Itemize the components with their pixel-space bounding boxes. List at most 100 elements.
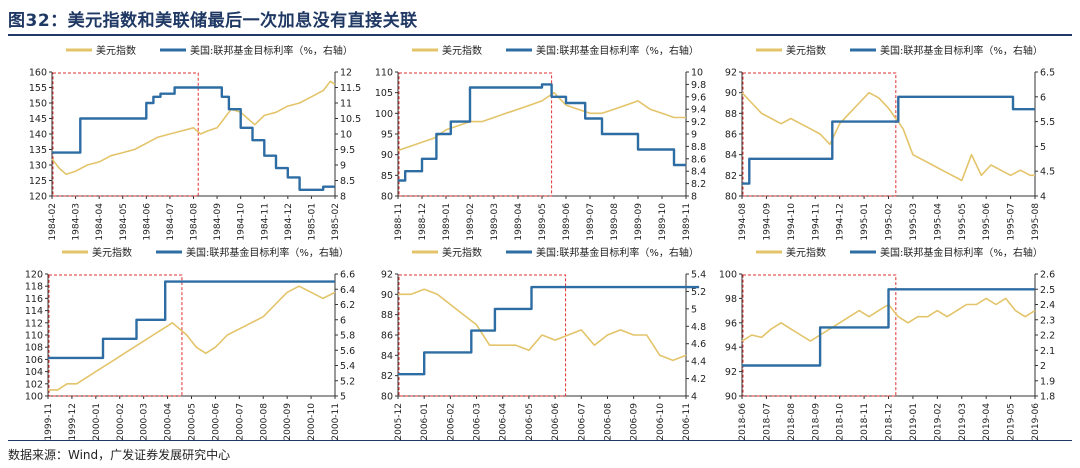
left-tick-label: 116 <box>25 294 43 305</box>
x-tick-label: 2019-02 <box>933 403 943 441</box>
left-tick-label: 140 <box>29 130 47 141</box>
x-tick-label: 1999-12 <box>68 403 78 441</box>
x-tick-label: 1989-01 <box>442 203 452 241</box>
right-tick-label: 5 <box>691 304 697 315</box>
right-tick-label: 9 <box>340 161 346 172</box>
x-tick-label: 2019-04 <box>982 403 992 441</box>
left-tick-label: 112 <box>25 318 43 329</box>
dollar-index-line <box>398 288 687 362</box>
x-tick-label: 2000-02 <box>116 403 126 441</box>
left-tick-label: 90 <box>725 88 737 99</box>
fed-rate-line <box>398 285 700 376</box>
left-tick-label: 135 <box>29 145 47 156</box>
right-tick-label: 2.6 <box>1040 270 1055 281</box>
left-tick-label: 100 <box>25 392 43 403</box>
left-tick-label: 155 <box>29 83 47 94</box>
x-tick-label: 2000-10 <box>307 403 317 441</box>
right-tick-label: 12 <box>340 68 352 79</box>
x-tick-label: 2006-04 <box>499 403 509 441</box>
right-tick-label: 8 <box>691 192 697 203</box>
dollar-index-line <box>397 91 686 152</box>
x-tick-label: 1995-01 <box>860 203 870 241</box>
x-tick-label: 1995-02 <box>885 203 895 241</box>
left-tick-label: 96 <box>725 318 737 329</box>
x-tick-label: 2018-06 <box>738 403 748 441</box>
right-tick-label: 10 <box>340 130 352 141</box>
right-tick-label: 6.2 <box>340 300 355 311</box>
x-tick-label: 2019-01 <box>909 403 919 441</box>
right-tick-label: 5.6 <box>340 346 355 357</box>
x-tick-label: 1989-11 <box>682 203 692 241</box>
left-tick-label: 90 <box>381 290 393 301</box>
x-tick-label: 1994-12 <box>836 203 846 241</box>
legend-label-fed: 美国:联邦基金目标利率（%，右轴） <box>186 246 349 259</box>
right-tick-label: 9 <box>691 130 697 141</box>
x-tick-label: 1994-08 <box>738 203 748 241</box>
legend-label-dxy: 美元指数 <box>786 44 826 57</box>
legend-label-fed: 美国:联邦基金目标利率（%，右轴） <box>880 44 1043 57</box>
left-tick-label: 130 <box>29 161 47 172</box>
rate-hike-period-box <box>742 274 897 397</box>
x-tick-label: 2019-03 <box>958 403 968 441</box>
x-tick-label: 1984-07 <box>166 203 176 241</box>
right-tick-label: 4 <box>1040 192 1046 203</box>
x-tick-label: 2000-09 <box>283 403 293 441</box>
x-tick-label: 1989-03 <box>490 203 500 241</box>
fed-rate-line <box>52 86 335 192</box>
legend-label-fed: 美国:联邦基金目标利率（%，右轴） <box>536 246 699 259</box>
left-tick-label: 90 <box>381 150 393 161</box>
x-tick-label: 2000-01 <box>92 403 102 441</box>
right-tick-label: 6 <box>340 315 346 326</box>
x-tick-label: 1995-05 <box>958 203 968 241</box>
fed-rate-line <box>398 83 686 182</box>
left-tick-label: 106 <box>25 355 43 366</box>
right-tick-label: 11 <box>340 99 352 110</box>
right-tick-label: 5.5 <box>1040 117 1055 128</box>
right-tick-label: 5.4 <box>340 361 355 372</box>
x-tick-label: 2018-07 <box>762 403 772 441</box>
legend-label-dxy: 美元指数 <box>786 246 826 259</box>
right-tick-label: 8.5 <box>340 176 355 187</box>
right-tick-label: 9.6 <box>691 92 706 103</box>
left-tick-label: 100 <box>375 109 393 120</box>
source-note: 数据来源：Wind，广发证券发展研究中心 <box>8 448 231 462</box>
x-tick-label: 2018-08 <box>787 403 797 441</box>
right-tick-label: 8.8 <box>691 142 706 153</box>
right-tick-label: 5 <box>1040 142 1046 153</box>
x-tick-label: 2018-09 <box>811 403 821 441</box>
x-tick-label: 2000-04 <box>164 403 174 441</box>
x-tick-label: 1984-08 <box>190 203 200 241</box>
right-tick-label: 9.8 <box>691 80 706 91</box>
right-tick-label: 6.4 <box>340 285 355 296</box>
right-tick-label: 2.5 <box>1040 285 1055 296</box>
right-tick-label: 11.5 <box>340 83 361 94</box>
right-tick-label: 9.5 <box>340 145 355 156</box>
x-tick-label: 2006-02 <box>446 403 456 441</box>
right-tick-label: 8.6 <box>691 154 706 165</box>
left-tick-label: 92 <box>381 270 393 281</box>
x-tick-label: 1989-08 <box>610 203 620 241</box>
dollar-index-line <box>48 285 336 391</box>
fed-rate-line <box>742 288 1035 367</box>
legend-label-dxy: 美元指数 <box>92 246 132 259</box>
left-tick-label: 102 <box>25 379 43 390</box>
x-tick-label: 1984-12 <box>284 203 294 241</box>
legend-label-fed: 美国:联邦基金目标利率（%，右轴） <box>536 44 699 57</box>
right-tick-label: 6.5 <box>1040 68 1055 79</box>
x-tick-label: 2018-10 <box>836 403 846 441</box>
left-tick-label: 150 <box>29 99 47 110</box>
x-tick-label: 1989-10 <box>658 203 668 241</box>
left-tick-label: 98 <box>725 294 737 305</box>
x-tick-label: 2006-11 <box>682 403 692 441</box>
x-tick-label: 2006-10 <box>656 403 666 441</box>
right-tick-label: 2.4 <box>1040 300 1055 311</box>
x-tick-label: 1994-11 <box>811 203 821 241</box>
x-tick-label: 1984-10 <box>237 203 247 241</box>
x-tick-label: 1984-03 <box>72 203 82 241</box>
dollar-index-line <box>741 91 1035 182</box>
fed-rate-line <box>742 95 1035 185</box>
right-tick-label: 2 <box>1040 361 1046 372</box>
x-tick-label: 1995-06 <box>982 203 992 241</box>
left-tick-label: 160 <box>29 68 47 79</box>
